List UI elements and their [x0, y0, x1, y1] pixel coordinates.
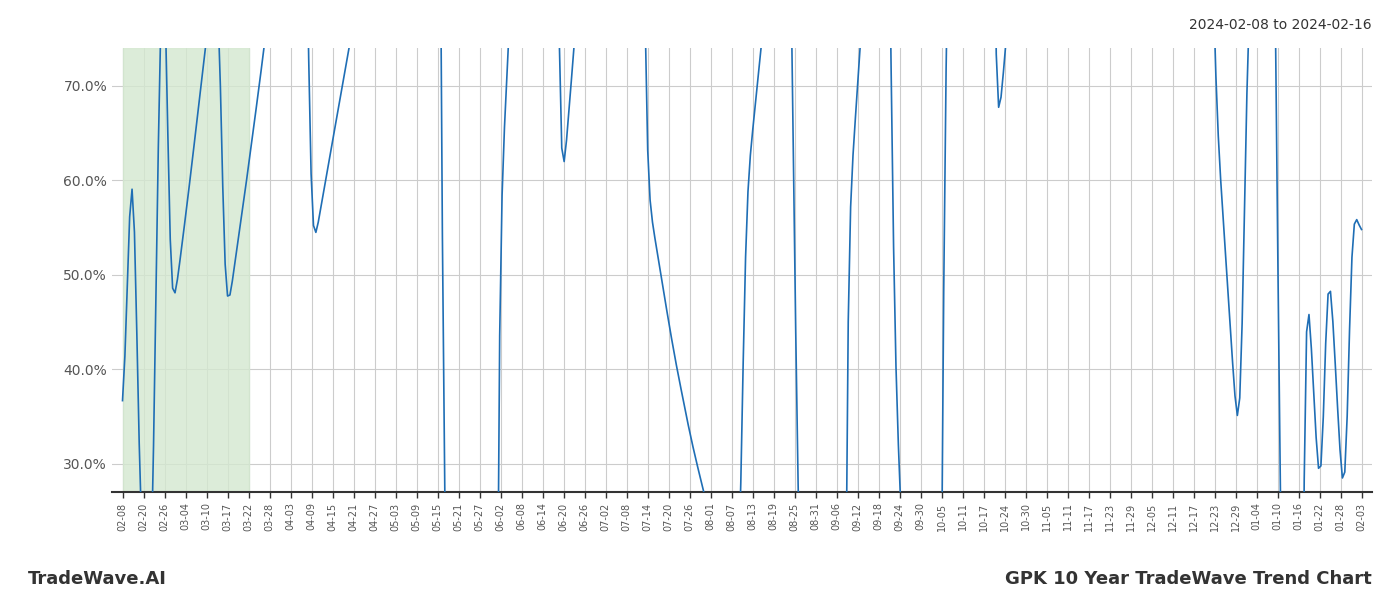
Bar: [123, 48, 249, 492]
Text: TradeWave.AI: TradeWave.AI: [28, 570, 167, 588]
Text: 2024-02-08 to 2024-02-16: 2024-02-08 to 2024-02-16: [1190, 18, 1372, 32]
Text: GPK 10 Year TradeWave Trend Chart: GPK 10 Year TradeWave Trend Chart: [1005, 570, 1372, 588]
